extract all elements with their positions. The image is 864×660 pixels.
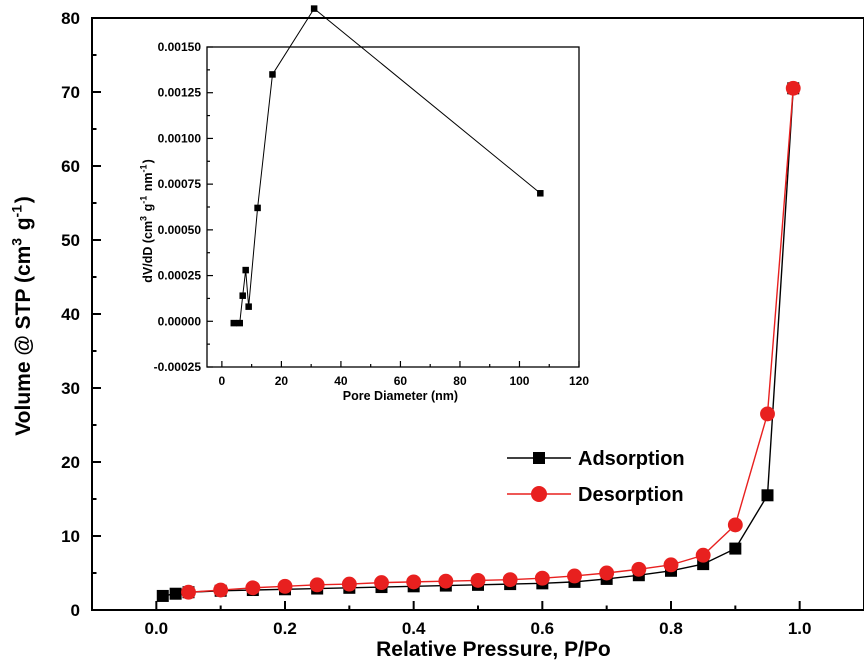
- x-tick-label: 120: [569, 374, 589, 388]
- inset-plot: 0 20 40 60 80 100 120 -0.00025 0.00000 0.00025 0.…: [139, 5, 589, 403]
- psd-point: [537, 190, 544, 197]
- x-tick-label: 100: [509, 374, 529, 388]
- y-tick-label: 80: [61, 9, 80, 28]
- y-tick-label: 0.00150: [158, 40, 202, 54]
- desorption-point: [470, 572, 486, 588]
- psd-point: [239, 292, 246, 299]
- inset-y-axis: -0.00025 0.00000 0.00025 0.00050 0.00075 0.00…: [154, 40, 213, 374]
- y-tick-label: 0.00100: [158, 131, 202, 145]
- desorption-point: [695, 547, 711, 563]
- main-x-axis-label: Relative Pressure, P/Po: [376, 638, 611, 660]
- legend-marker: [533, 452, 545, 464]
- desorption-point: [245, 580, 261, 596]
- adsorption-point: [761, 489, 774, 502]
- adsorption-point: [156, 589, 169, 602]
- x-tick-label: 0.6: [531, 619, 555, 638]
- desorption-point: [181, 584, 196, 600]
- psd-point: [236, 319, 243, 327]
- y-tick-label: 0: [71, 601, 80, 620]
- adsorption-point: [169, 587, 182, 600]
- y-tick-label: 0.00050: [158, 223, 202, 237]
- legend: Adsorption Desorption: [507, 448, 685, 506]
- psd-point: [230, 319, 238, 327]
- psd-point: [310, 5, 318, 12]
- y-tick-label: 0.00025: [158, 269, 202, 283]
- main-x-axis: 0.0 0.2 0.4 0.6 0.8 1.0: [145, 601, 812, 638]
- desorption-point: [534, 570, 550, 586]
- y-tick-label: 40: [61, 305, 80, 324]
- psd-point: [269, 71, 276, 78]
- desorption-point: [599, 565, 615, 581]
- inset-series-layer: [230, 5, 544, 327]
- x-tick-label: 60: [394, 374, 408, 388]
- desorption-point: [727, 517, 743, 533]
- x-tick-label: 0.4: [402, 619, 426, 638]
- x-tick-label: 0.0: [145, 619, 169, 638]
- desorption-point: [785, 80, 801, 96]
- desorption-point: [760, 406, 775, 422]
- desorption-point: [631, 561, 647, 577]
- y-tick-label: 0.00125: [158, 86, 202, 100]
- legend-marker: [531, 486, 547, 502]
- desorption-point: [341, 576, 357, 592]
- y-tick-label: 20: [61, 453, 80, 472]
- main-y-axis: 0 10 20 30 40 50 60 70 80: [61, 9, 101, 620]
- main-plot: 0.0 0.2 0.4 0.6 0.8 1.0 0 10 20 30 40 50 60 70 80 Rel…: [9, 9, 864, 660]
- desorption-point: [438, 573, 454, 589]
- x-tick-label: 80: [453, 374, 467, 388]
- x-tick-label: 0.8: [659, 619, 683, 638]
- desorption-point: [406, 574, 422, 590]
- desorption-point: [213, 582, 229, 598]
- inset-x-axis-label: Pore Diameter (nm): [343, 389, 458, 403]
- psd-point: [245, 303, 252, 310]
- desorption-point: [277, 578, 293, 594]
- legend-item-desorption: Desorption: [507, 484, 684, 506]
- y-tick-label: 0.00000: [158, 314, 202, 328]
- y-tick-label: 10: [61, 527, 80, 546]
- x-tick-label: 40: [334, 374, 348, 388]
- y-tick-label: 30: [61, 379, 80, 398]
- main-y-axis-label: Volume @ STP (cm3 g-1 ): [9, 196, 35, 436]
- legend-label: Desorption: [578, 484, 684, 506]
- psd-point: [254, 204, 261, 212]
- x-tick-label: 0.2: [273, 619, 297, 638]
- x-tick-label: 20: [275, 374, 289, 388]
- x-tick-label: 0: [219, 374, 226, 388]
- legend-item-adsorption: Adsorption: [507, 448, 685, 470]
- desorption-point: [567, 568, 582, 584]
- inset-x-axis: 0 20 40 60 80 100 120: [219, 361, 589, 388]
- y-tick-label: 0.00075: [158, 177, 202, 191]
- psd-point: [242, 266, 249, 274]
- legend-label: Adsorption: [578, 448, 685, 470]
- desorption-point: [663, 557, 679, 573]
- y-tick-label: 50: [61, 231, 80, 250]
- desorption-point: [502, 572, 518, 588]
- inset-background: [207, 47, 579, 367]
- desorption-point: [309, 577, 325, 593]
- main-series-layer: [156, 80, 801, 602]
- y-tick-label: -0.00025: [154, 360, 202, 374]
- y-tick-label: 70: [61, 83, 80, 102]
- inset-y-axis-label: dV/dD (cm3 g-1 nm-1 ): [139, 159, 155, 283]
- adsorption-point: [729, 542, 742, 555]
- series-line-adsorption: [162, 88, 794, 597]
- desorption-point: [374, 575, 389, 591]
- y-tick-label: 60: [61, 157, 80, 176]
- x-tick-label: 1.0: [788, 619, 812, 638]
